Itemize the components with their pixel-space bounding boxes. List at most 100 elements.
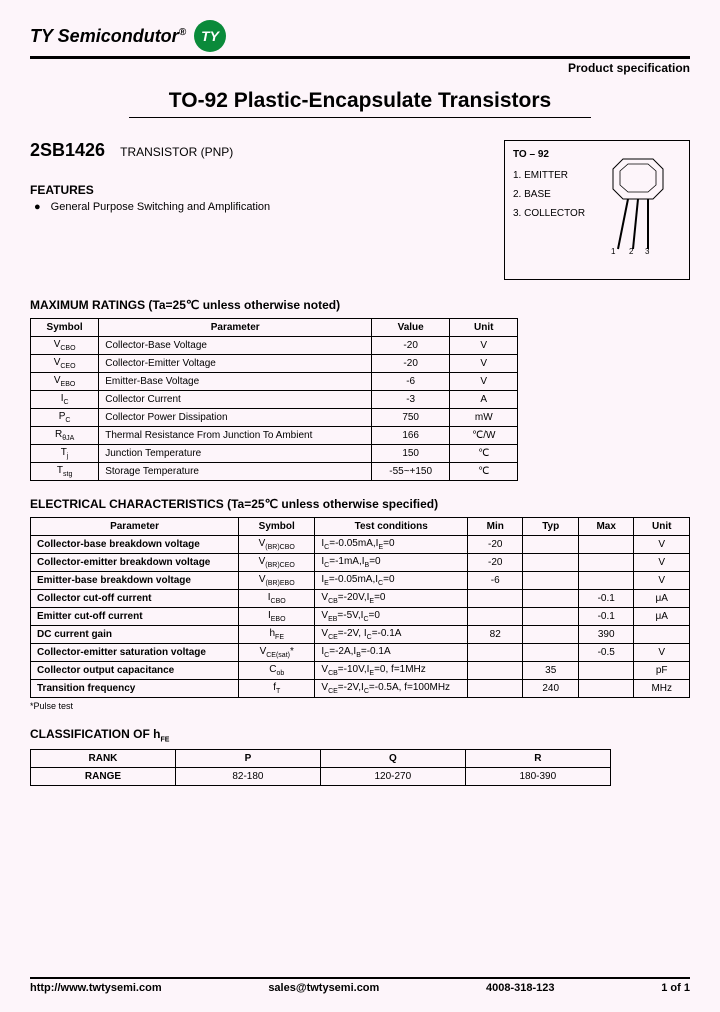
table-header: Typ	[523, 518, 578, 536]
table-cell: Tj	[31, 445, 99, 463]
table-cell: MHz	[634, 680, 690, 698]
table-header: Unit	[450, 319, 518, 337]
table-header: RANK	[31, 750, 176, 768]
table-cell	[578, 536, 633, 554]
table-header: Test conditions	[315, 518, 468, 536]
table-cell: Transition frequency	[31, 680, 239, 698]
table-cell	[467, 608, 522, 626]
table-row: Collector cut-off currentICBOVCB=-20V,IE…	[31, 590, 690, 608]
table-header: Unit	[634, 518, 690, 536]
table-cell: IEBO	[239, 608, 315, 626]
table-cell	[578, 662, 633, 680]
table-cell: 82-180	[175, 768, 320, 786]
table-cell: PC	[31, 409, 99, 427]
table-header: Max	[578, 518, 633, 536]
table-cell: V	[634, 572, 690, 590]
footer-divider	[30, 977, 690, 979]
table-header: R	[465, 750, 610, 768]
table-cell: VCB=-20V,IE=0	[315, 590, 468, 608]
table-cell: 150	[372, 445, 450, 463]
table-cell: -20	[467, 536, 522, 554]
table-cell: Tstg	[31, 463, 99, 481]
table-cell: V	[450, 373, 518, 391]
table-row: Collector-base breakdown voltageV(BR)CBO…	[31, 536, 690, 554]
table-cell: Emitter-Base Voltage	[99, 373, 372, 391]
table-cell: 390	[578, 626, 633, 644]
product-row: 2SB1426 TRANSISTOR (PNP) FEATURES Genera…	[30, 140, 690, 280]
table-cell: Collector-Base Voltage	[99, 337, 372, 355]
part-number: 2SB1426	[30, 140, 105, 160]
table-row: Collector output capacitanceCobVCB=-10V,…	[31, 662, 690, 680]
table-row: VEBOEmitter-Base Voltage-6V	[31, 373, 518, 391]
header: TY Semicondutor® TY	[30, 20, 690, 52]
table-cell: Emitter cut-off current	[31, 608, 239, 626]
table-cell: VCE(sat)*	[239, 644, 315, 662]
table-cell: -6	[372, 373, 450, 391]
table-cell	[467, 662, 522, 680]
table-cell: A	[450, 391, 518, 409]
table-cell: V(BR)CBO	[239, 536, 315, 554]
table-row: TjJunction Temperature150℃	[31, 445, 518, 463]
table-cell: -20	[372, 355, 450, 373]
footer-email: sales@twtysemi.com	[268, 982, 379, 994]
table-header: Min	[467, 518, 522, 536]
transistor-icon: 1 2 3	[603, 149, 683, 259]
table-cell	[523, 572, 578, 590]
table-cell	[467, 680, 522, 698]
table-cell: V	[634, 554, 690, 572]
table-cell	[467, 590, 522, 608]
table-header: Parameter	[99, 319, 372, 337]
table-cell: Thermal Resistance From Junction To Ambi…	[99, 427, 372, 445]
product-info: 2SB1426 TRANSISTOR (PNP) FEATURES Genera…	[30, 140, 484, 213]
table-row: Emitter-base breakdown voltageV(BR)EBOIE…	[31, 572, 690, 590]
table-cell	[467, 644, 522, 662]
table-cell: 166	[372, 427, 450, 445]
company-logo: TY	[194, 20, 226, 52]
svg-text:2: 2	[629, 247, 634, 256]
features-heading: FEATURES	[30, 183, 484, 197]
table-cell: Storage Temperature	[99, 463, 372, 481]
table-row: VCEOCollector-Emitter Voltage-20V	[31, 355, 518, 373]
table-row: Transition frequencyfTVCE=-2V,IC=-0.5A, …	[31, 680, 690, 698]
footer-page: 1 of 1	[661, 982, 690, 994]
table-cell: -20	[467, 554, 522, 572]
pulse-test-note: *Pulse test	[30, 701, 690, 711]
table-row: ICCollector Current-3A	[31, 391, 518, 409]
classification-table: RANKPQR RANGE82-180120-270180-390	[30, 749, 611, 786]
table-cell: IC	[31, 391, 99, 409]
table-row: Collector-emitter saturation voltageVCE(…	[31, 644, 690, 662]
table-cell: V(BR)CEO	[239, 554, 315, 572]
table-cell: μA	[634, 608, 690, 626]
table-cell	[634, 626, 690, 644]
table-cell: VCB=-10V,IE=0, f=1MHz	[315, 662, 468, 680]
table-cell: -0.1	[578, 608, 633, 626]
table-cell: Collector cut-off current	[31, 590, 239, 608]
table-row: Collector-emitter breakdown voltageV(BR)…	[31, 554, 690, 572]
feature-item: General Purpose Switching and Amplificat…	[30, 201, 484, 213]
table-cell: μA	[634, 590, 690, 608]
table-cell: VCEO	[31, 355, 99, 373]
table-cell	[523, 626, 578, 644]
table-cell: IE=-0.05mA,IC=0	[315, 572, 468, 590]
table-cell	[578, 680, 633, 698]
table-cell: ℃	[450, 463, 518, 481]
table-cell: -20	[372, 337, 450, 355]
table-cell: Collector Current	[99, 391, 372, 409]
ratings-table: SymbolParameterValueUnit VCBOCollector-B…	[30, 318, 518, 481]
page-title: TO-92 Plastic-Encapsulate Transistors	[30, 89, 690, 113]
table-cell: Collector-emitter saturation voltage	[31, 644, 239, 662]
table-cell: -0.1	[578, 590, 633, 608]
table-cell: Collector Power Dissipation	[99, 409, 372, 427]
table-cell: fT	[239, 680, 315, 698]
table-cell: V	[634, 644, 690, 662]
table-cell: VCE=-2V, IC=-0.1A	[315, 626, 468, 644]
table-header: Parameter	[31, 518, 239, 536]
electrical-table: ParameterSymbolTest conditionsMinTypMaxU…	[30, 517, 690, 698]
table-cell	[523, 536, 578, 554]
table-cell: IC=-1mA,IB=0	[315, 554, 468, 572]
table-cell: Junction Temperature	[99, 445, 372, 463]
table-cell: VEBO	[31, 373, 99, 391]
footer-url: http://www.twtysemi.com	[30, 982, 162, 994]
table-row: VCBOCollector-Base Voltage-20V	[31, 337, 518, 355]
table-cell: Collector-emitter breakdown voltage	[31, 554, 239, 572]
